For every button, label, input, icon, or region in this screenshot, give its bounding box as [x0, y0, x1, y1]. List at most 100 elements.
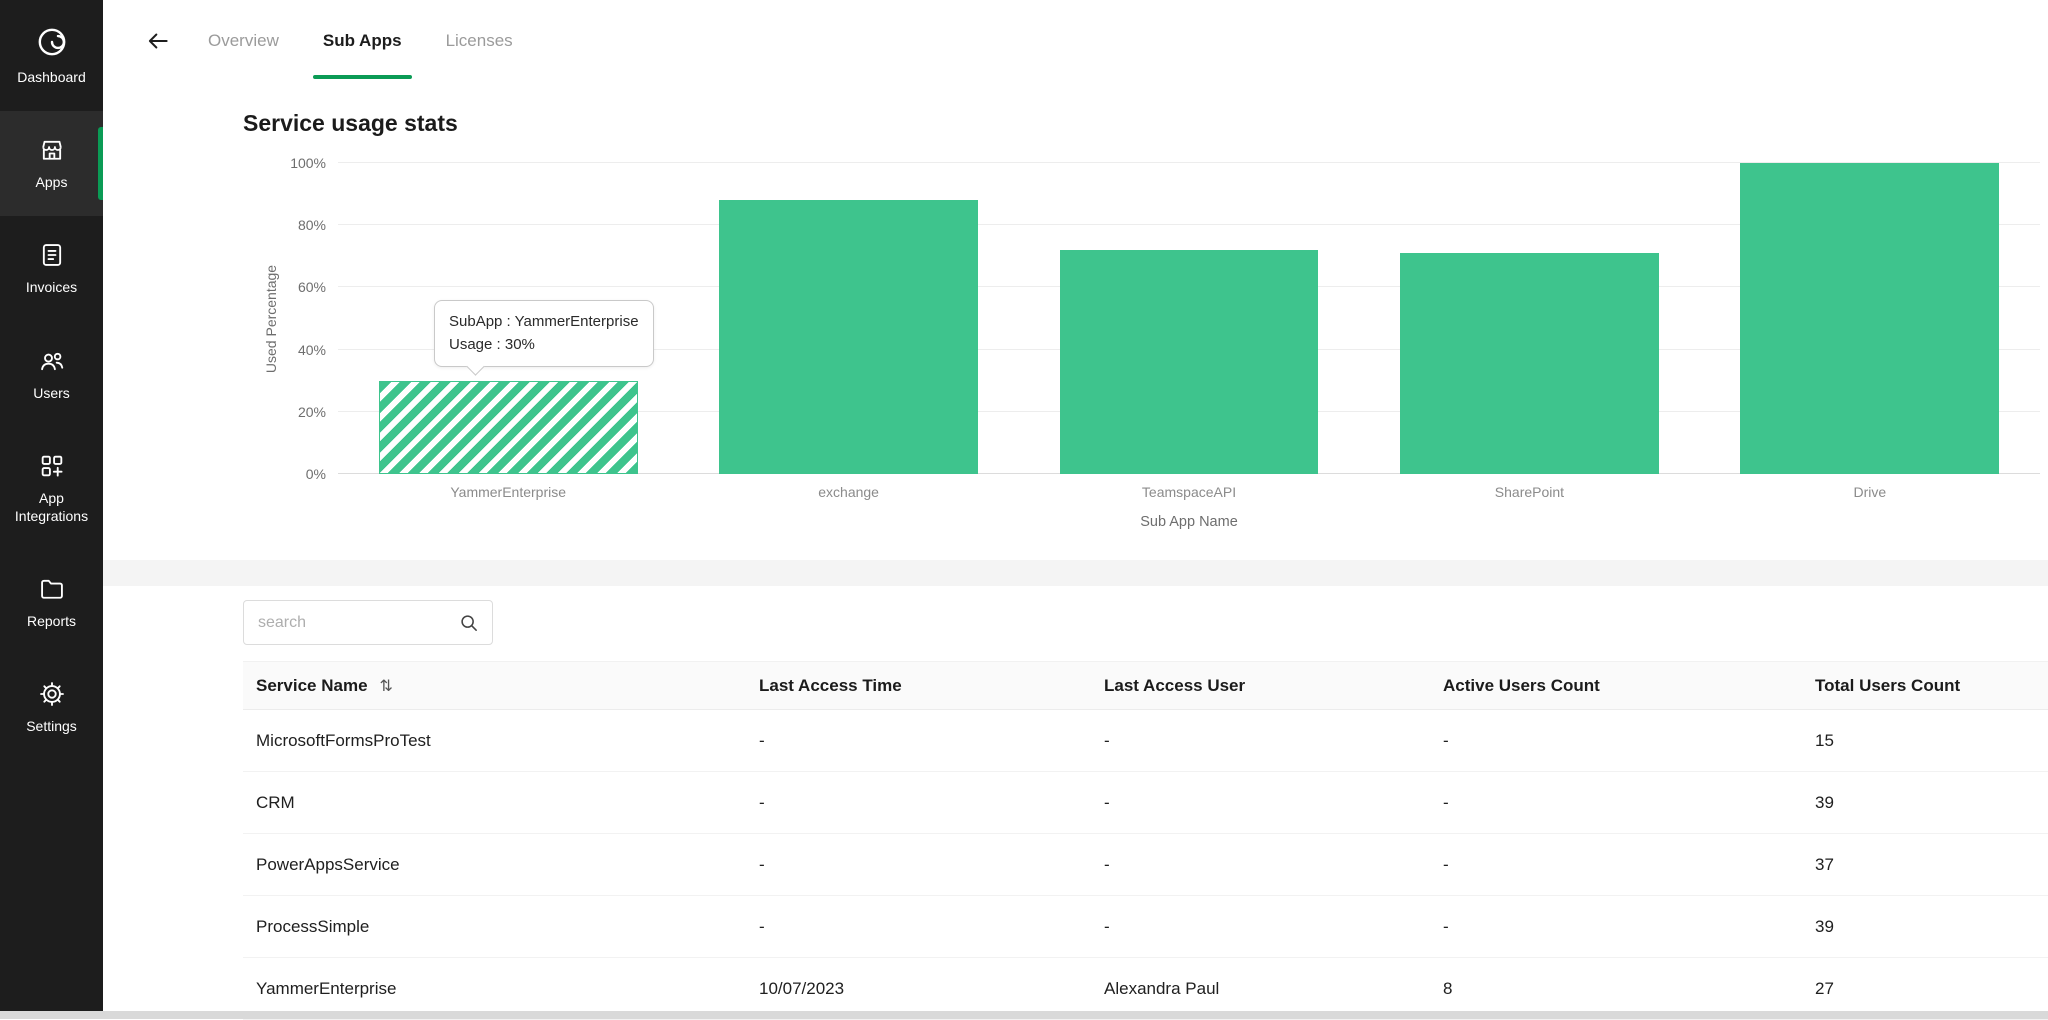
tab-overview[interactable]: Overview [208, 31, 279, 50]
sidebar-item-label: Apps [35, 174, 68, 191]
search-input[interactable] [256, 612, 458, 633]
table-row[interactable]: MicrosoftFormsProTest - - - 15 [243, 710, 2048, 772]
table-cell: PowerAppsService [256, 854, 400, 874]
table-cell: 10/07/2023 [759, 978, 845, 998]
chart-bar-slot [1019, 163, 1359, 474]
table-cell: - [1443, 730, 1449, 750]
chart-bar-slot [1359, 163, 1699, 474]
sidebar-item-settings[interactable]: Settings [0, 655, 103, 760]
sidebar-item-label: Dashboard [17, 69, 86, 85]
chart-bar-slot [678, 163, 1018, 474]
search-box[interactable] [243, 600, 493, 645]
services-table-section: Service Name⇅ Last Access Time Last Access… [103, 586, 2048, 1020]
chart-gridline [338, 162, 2040, 163]
chart-bar-Drive[interactable] [1740, 163, 2000, 474]
chart-bars [338, 163, 2040, 474]
integrations-icon [38, 452, 66, 480]
column-header-active-users-count: Active Users Count [1443, 675, 1600, 695]
dashboard-logo-icon [35, 25, 69, 59]
sidebar-item-users[interactable]: Users [0, 322, 103, 427]
chart-section: Service usage stats Used Percentage SubA… [103, 82, 2048, 560]
table-row[interactable]: ProcessSimple - - - 39 [243, 896, 2048, 958]
bottom-scrollbar[interactable] [0, 1011, 2048, 1019]
sidebar-item-invoices[interactable]: Invoices [0, 216, 103, 321]
x-axis-category-label: Drive [1853, 484, 1887, 500]
storefront-icon [38, 136, 66, 164]
column-header-last-access-time: Last Access Time [759, 675, 902, 695]
table-cell: 39 [1815, 916, 1834, 936]
chart-plot: SubApp : YammerEnterprise Usage : 30% 0%… [290, 156, 2040, 481]
table-cell: - [1443, 792, 1449, 812]
services-table: Service Name ⇅ Last Access Time Last Access… [243, 661, 2048, 1020]
chart-tooltip: SubApp : YammerEnterprise Usage : 30% [434, 300, 654, 367]
chart-bar-SharePoint[interactable] [1400, 253, 1659, 474]
table-cell: - [1104, 854, 1110, 874]
table-row[interactable]: PowerAppsService - - - 37 [243, 834, 2048, 896]
x-axis-category-label: TeamspaceAPI [1141, 484, 1237, 500]
folder-icon [38, 575, 66, 603]
top-bar: Overview Sub Apps Licenses [103, 0, 2048, 82]
y-axis-tick-label: 0% [305, 466, 326, 482]
table-cell: - [759, 792, 765, 812]
sort-arrows-icon[interactable]: ⇅ [379, 677, 393, 695]
table-cell: - [1104, 792, 1110, 812]
chart-bar-TeamspaceAPI[interactable] [1059, 250, 1319, 474]
search-icon[interactable] [458, 612, 480, 634]
y-axis-tick-label: 40% [297, 341, 326, 358]
sidebar-item-apps[interactable]: Apps [0, 111, 103, 217]
table-cell: YammerEnterprise [256, 978, 397, 998]
table-cell: - [1104, 916, 1110, 936]
table-body: MicrosoftFormsProTest - - - 15 CRM - - - 39 PowerA… [243, 710, 2048, 1020]
table-cell: CRM [256, 792, 295, 812]
users-icon [38, 347, 66, 375]
column-header-total-users-count: Total Users Count [1815, 675, 1961, 695]
table-cell: - [1443, 916, 1449, 936]
table-cell: 27 [1815, 978, 1834, 998]
x-axis-category-label: YammerEnterprise [450, 484, 567, 500]
table-header-row: Service Name ⇅ Last Access Time Last Access… [243, 661, 2048, 710]
table-cell: Alexandra Paul [1104, 978, 1220, 998]
table-cell: 37 [1815, 854, 1834, 874]
table-cell: 8 [1443, 978, 1453, 998]
invoice-document-icon [38, 241, 66, 269]
table-row[interactable]: CRM - - - 39 [243, 772, 2048, 834]
table-cell: ProcessSimple [256, 916, 370, 936]
y-axis-title: Used Percentage [263, 264, 279, 374]
table-cell: MicrosoftFormsProTest [256, 730, 431, 750]
usage-chart: Used Percentage SubApp : YammerEnterpris… [243, 156, 2040, 530]
x-axis-labels: YammerEnterprise exchange TeamspaceAPI Shar… [338, 484, 2040, 500]
y-axis-tick-label: 80% [297, 217, 326, 234]
sidebar-item-app-integrations[interactable]: App Integrations [0, 427, 103, 550]
section-divider [103, 560, 2048, 586]
tooltip-usage-line: Usage : 30% [449, 336, 535, 354]
chart-bar-slot [1700, 163, 2040, 474]
chart-gridline [338, 224, 2040, 226]
y-axis-tick-label: 60% [297, 279, 326, 296]
tooltip-subapp-line: SubApp : YammerEnterprise [449, 313, 639, 331]
chart-bar-slot [338, 163, 678, 474]
y-axis-tick-label: 100% [290, 155, 326, 171]
x-axis-category-label: SharePoint [1494, 484, 1565, 500]
y-axis-tick-label: 20% [297, 403, 326, 420]
gear-icon [38, 680, 66, 708]
tab-licenses[interactable]: Licenses [445, 31, 513, 50]
sidebar-item-label: Reports [26, 613, 77, 630]
sidebar-item-dashboard[interactable]: Dashboard [0, 0, 103, 111]
chart-bar-YammerEnterprise[interactable] [378, 380, 638, 474]
column-header-last-access-user: Last Access User [1104, 675, 1246, 695]
table-cell: 39 [1815, 792, 1834, 812]
chart-bar-exchange[interactable] [719, 200, 978, 474]
table-cell: - [1443, 854, 1449, 874]
tab-sub-apps[interactable]: Sub Apps [312, 0, 412, 82]
x-axis-title: Sub App Name [1140, 514, 1238, 530]
table-cell: - [759, 730, 765, 750]
sidebar-item-reports[interactable]: Reports [0, 550, 103, 655]
back-button[interactable] [145, 28, 171, 54]
table-cell: - [759, 916, 765, 936]
tab-bar: Overview Sub Apps Licenses [198, 0, 547, 82]
x-axis-category-label: exchange [818, 484, 879, 500]
column-header-service-name[interactable]: Service Name ⇅ [256, 675, 393, 695]
main-area: Overview Sub Apps Licenses Service usage s… [103, 0, 2048, 1020]
table-cell: 15 [1815, 730, 1834, 750]
